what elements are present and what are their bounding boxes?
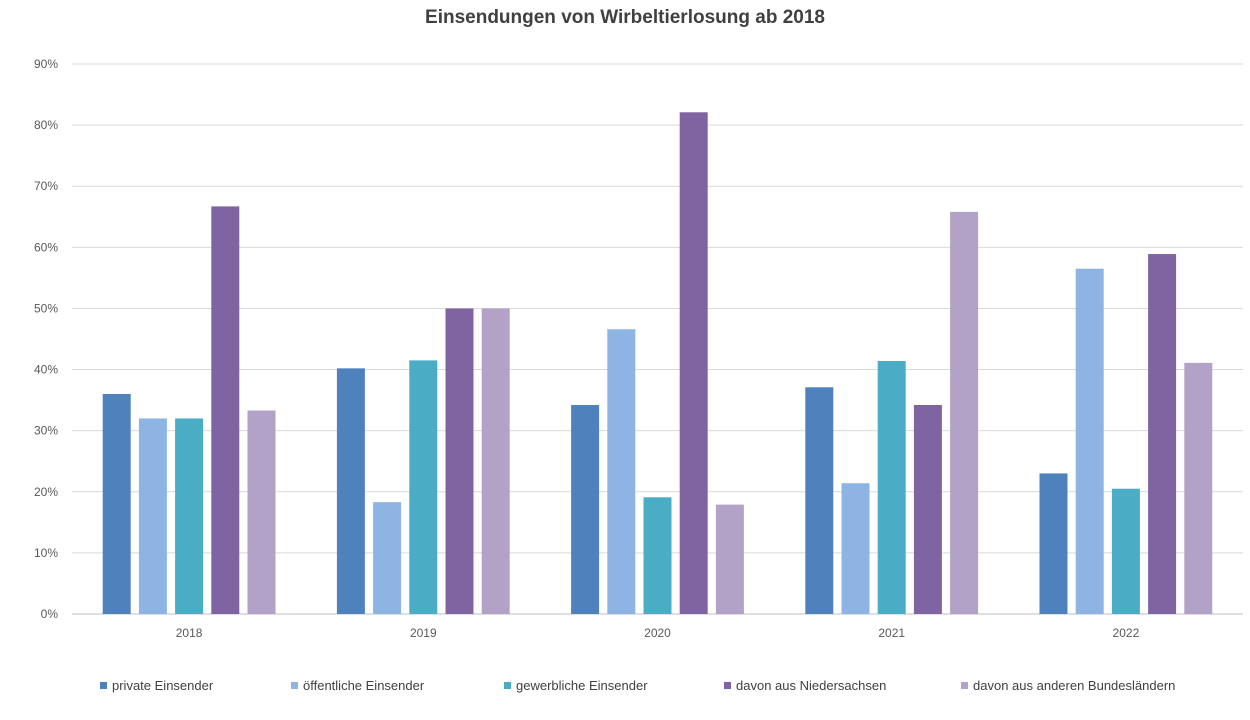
bar: [950, 211, 979, 614]
legend-swatch: [961, 682, 968, 689]
y-tick-label: 70%: [34, 179, 58, 193]
bar: [373, 502, 402, 614]
bar: [679, 112, 708, 615]
bar: [445, 308, 474, 614]
bar: [607, 329, 636, 614]
bar: [409, 360, 438, 614]
legend-item: private Einsender: [100, 678, 213, 693]
legend-item: davon aus Niedersachsen: [724, 678, 886, 693]
legend-item: davon aus anderen Bundesländern: [961, 678, 1175, 693]
y-tick-label: 80%: [34, 118, 58, 132]
bar: [102, 394, 131, 614]
bar: [877, 361, 906, 614]
y-tick-label: 20%: [34, 485, 58, 499]
y-tick-label: 40%: [34, 363, 58, 377]
bar: [481, 308, 510, 614]
legend-label: davon aus Niedersachsen: [736, 678, 887, 693]
bar: [715, 504, 744, 614]
bar: [571, 405, 600, 614]
bar: [1075, 268, 1104, 614]
bar: [643, 497, 672, 614]
bar: [1148, 254, 1177, 615]
bar: [1184, 362, 1213, 614]
legend-item: öffentliche Einsender: [291, 678, 424, 693]
legend-label: öffentliche Einsender: [303, 678, 425, 693]
x-tick-label: 2020: [644, 626, 671, 640]
y-tick-label: 30%: [34, 424, 58, 438]
legend-label: davon aus anderen Bundesländern: [973, 678, 1176, 693]
x-tick-label: 2019: [410, 626, 437, 640]
legend-label: private Einsender: [112, 678, 214, 693]
y-tick-label: 60%: [34, 240, 58, 254]
legend-label: gewerbliche Einsender: [516, 678, 648, 693]
legend-swatch: [724, 682, 731, 689]
bar: [175, 418, 204, 614]
legend-swatch: [100, 682, 107, 689]
bar: [138, 418, 167, 614]
legend-swatch: [504, 682, 511, 689]
bar: [211, 206, 240, 614]
y-tick-label: 10%: [34, 546, 58, 560]
bar: [336, 368, 365, 614]
bar: [913, 405, 942, 614]
legend-item: gewerbliche Einsender: [504, 678, 648, 693]
bar: [247, 410, 276, 614]
x-tick-label: 2018: [176, 626, 203, 640]
bar: [1039, 473, 1068, 614]
x-tick-label: 2021: [878, 626, 905, 640]
y-tick-label: 90%: [34, 57, 58, 71]
chart-title: Einsendungen von Wirbeltierlosung ab 201…: [425, 7, 825, 28]
y-tick-label: 50%: [34, 301, 58, 315]
bar: [1111, 488, 1140, 614]
x-tick-label: 2022: [1113, 626, 1140, 640]
legend: private Einsender öffentliche Einsender ge…: [0, 678, 1250, 698]
bar: [805, 387, 834, 614]
y-tick-label: 0%: [41, 607, 59, 621]
bar: [841, 483, 870, 614]
legend-swatch: [291, 682, 298, 689]
